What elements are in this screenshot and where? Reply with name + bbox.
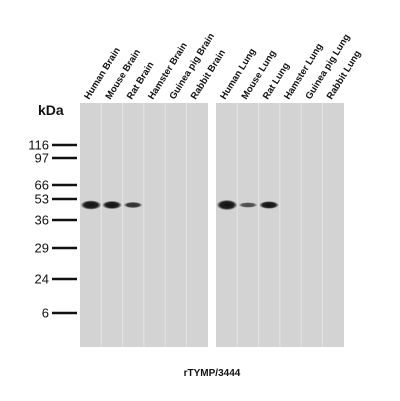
band	[217, 200, 237, 210]
band	[102, 201, 122, 209]
marker-label: 6	[42, 306, 49, 321]
marker-label: 66	[35, 178, 49, 193]
marker-label: 29	[35, 241, 49, 256]
marker-label: 116	[28, 138, 49, 153]
band	[124, 202, 142, 208]
band	[81, 200, 101, 210]
marker-label: 53	[35, 192, 49, 207]
lane-separators	[100, 103, 324, 347]
caption: rTYMP/3444	[184, 368, 241, 379]
bands	[81, 200, 279, 210]
marker-label: 97	[35, 151, 49, 166]
marker-label: 36	[35, 213, 49, 228]
marker-label: 24	[35, 272, 49, 287]
band	[239, 202, 257, 208]
kda-label: kDa	[38, 102, 64, 118]
band	[259, 201, 279, 209]
